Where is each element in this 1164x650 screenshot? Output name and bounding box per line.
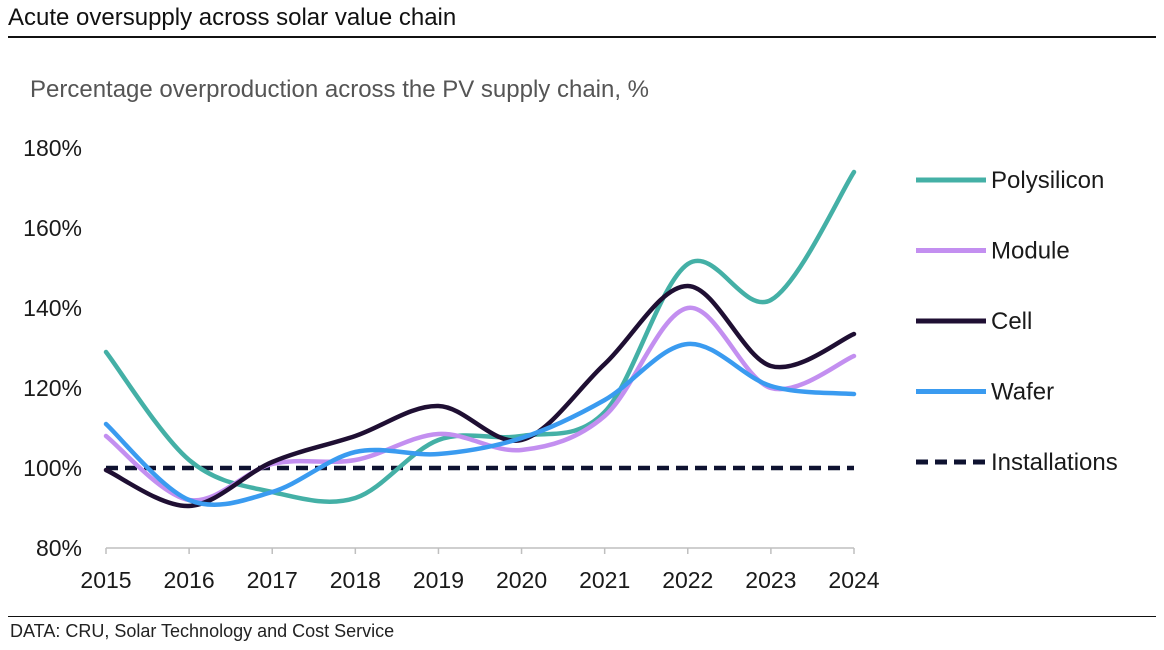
series-lines bbox=[103, 169, 857, 509]
legend-label-cell: Cell bbox=[991, 308, 1032, 335]
footer-divider bbox=[8, 616, 1156, 617]
x-tick-label: 2015 bbox=[80, 567, 131, 593]
x-tick-label: 2024 bbox=[828, 567, 879, 593]
y-tick-label: 160% bbox=[23, 215, 82, 241]
x-tick-label: 2020 bbox=[496, 567, 547, 593]
legend-label-wafer: Wafer bbox=[991, 379, 1054, 406]
chart-subtitle: Percentage overproduction across the PV … bbox=[30, 76, 649, 103]
y-tick-label: 180% bbox=[23, 135, 82, 161]
y-tick-label: 80% bbox=[36, 535, 82, 561]
legend-label-polysilicon: Polysilicon bbox=[991, 167, 1104, 194]
y-tick-label: 120% bbox=[23, 375, 82, 401]
source-note: DATA: CRU, Solar Technology and Cost Ser… bbox=[10, 621, 395, 641]
x-tick-label: 2017 bbox=[247, 567, 298, 593]
series-line-cell bbox=[103, 283, 857, 509]
x-axis-tick-labels: 2015 2016 2017 2018 2019 2020 2021 2022 2023 2024 bbox=[80, 567, 879, 593]
y-axis-tick-labels: 80% 100% 120% 140% 160% 180% bbox=[23, 135, 82, 561]
y-tick-label: 140% bbox=[23, 295, 82, 321]
legend-label-module: Module bbox=[991, 238, 1070, 265]
x-tick-label: 2022 bbox=[662, 567, 713, 593]
x-tick-label: 2023 bbox=[745, 567, 796, 593]
x-tick-label: 2019 bbox=[413, 567, 464, 593]
legend: Polysilicon Module Cell Wafer Installations bbox=[916, 167, 1118, 476]
legend-label-installations: Installations bbox=[991, 449, 1118, 476]
x-tick-label: 2021 bbox=[579, 567, 630, 593]
y-tick-label: 100% bbox=[23, 455, 82, 481]
x-tick-label: 2018 bbox=[330, 567, 381, 593]
x-tick-label: 2016 bbox=[164, 567, 215, 593]
title-divider bbox=[8, 36, 1156, 38]
page-title: Acute oversupply across solar value chai… bbox=[8, 4, 457, 31]
series-line-wafer bbox=[103, 341, 857, 508]
x-axis-ticks bbox=[105, 548, 855, 554]
